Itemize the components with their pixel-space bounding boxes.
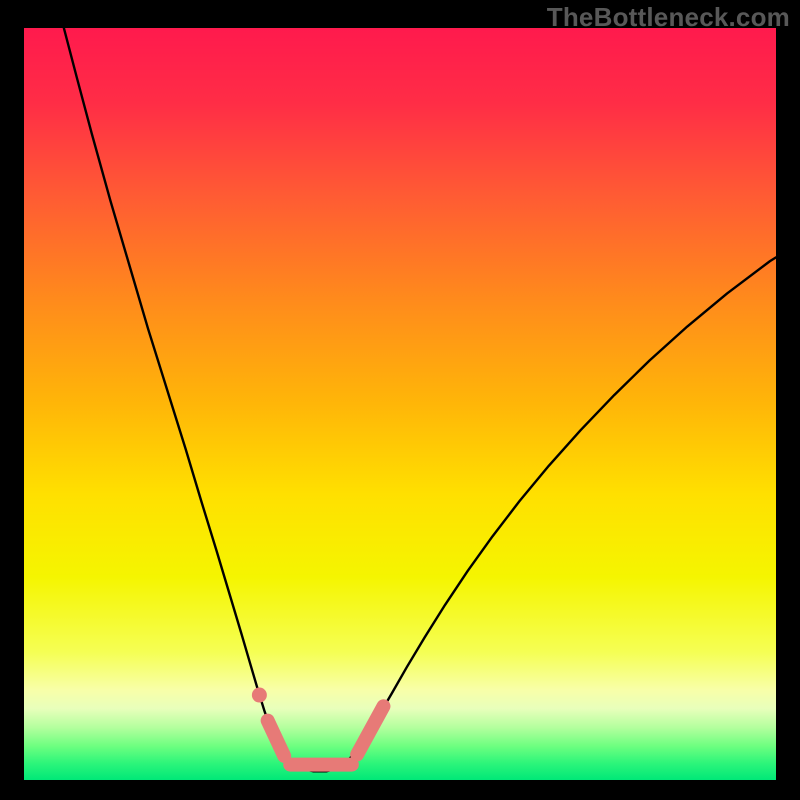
marker-dot — [252, 688, 267, 703]
gradient-background — [24, 28, 776, 780]
chart-plot-area — [24, 28, 776, 780]
chart-svg — [24, 28, 776, 780]
watermark-text: TheBottleneck.com — [547, 2, 790, 33]
